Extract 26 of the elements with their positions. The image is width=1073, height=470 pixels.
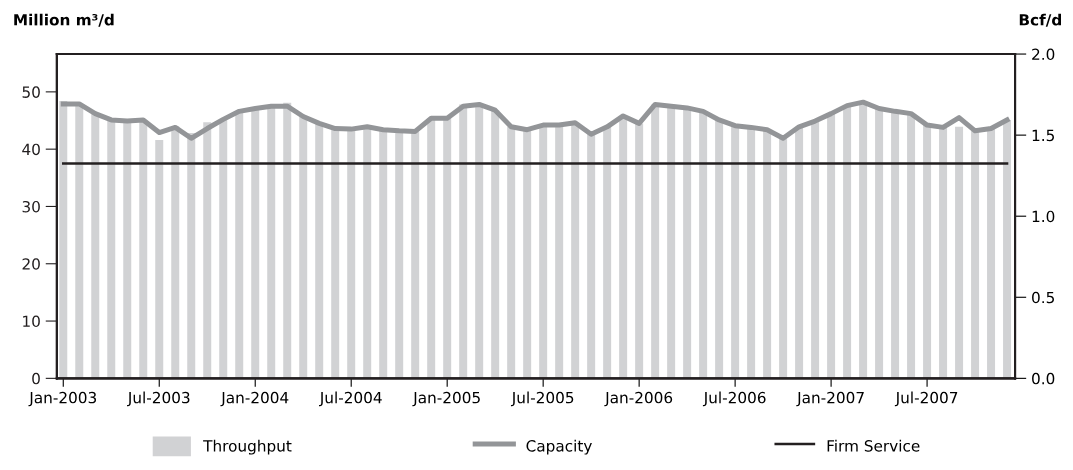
y2-tick-label: 2.0 xyxy=(1032,48,1055,61)
x-tick-label: Jul-2003 xyxy=(127,391,190,407)
x-tick-label: Jul-2004 xyxy=(319,391,382,407)
y2-tick-label: 0.0 xyxy=(1032,372,1055,385)
x-tick-label: Jan-2007 xyxy=(796,391,864,407)
x-tick-label: Jan-2004 xyxy=(220,391,289,407)
y-axis-title: Million m³/d xyxy=(14,13,114,27)
y-tick-label: 50 xyxy=(22,86,40,98)
y-tick-label: 0 xyxy=(32,372,40,385)
legend-label: Firm Service xyxy=(827,439,920,452)
x-tick-label: Jan-2005 xyxy=(412,391,480,407)
y2-axis-title: Bcf/d xyxy=(1019,13,1061,27)
x-tick-label: Jul-2005 xyxy=(510,391,574,407)
y2-tick-label: 1.5 xyxy=(1032,129,1054,142)
legend-label: Capacity xyxy=(526,439,592,455)
legend-label: Throughput xyxy=(203,439,292,455)
y-tick-label: 20 xyxy=(22,258,40,270)
y-tick-label: 10 xyxy=(23,315,40,328)
y2-tick-label: 1.0 xyxy=(1032,210,1055,223)
x-tick-label: Jul-2007 xyxy=(894,391,958,407)
x-tick-label: Jul-2006 xyxy=(702,391,766,407)
x-tick-label: Jan-2006 xyxy=(604,391,673,407)
x-tick-label: Jan-2003 xyxy=(28,391,97,407)
y2-tick-label: 0.5 xyxy=(1032,291,1054,304)
y-tick-label: 30 xyxy=(22,200,40,213)
y-tick-label: 40 xyxy=(22,143,40,156)
